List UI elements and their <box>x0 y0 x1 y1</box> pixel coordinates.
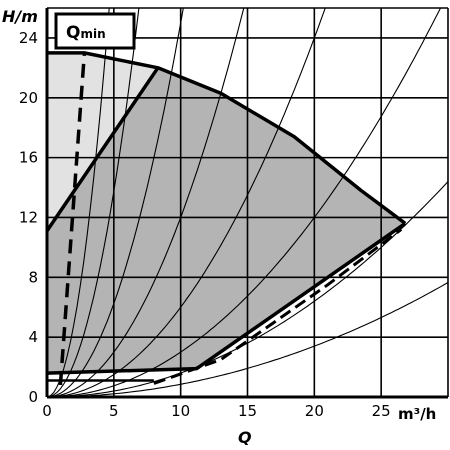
axes <box>45 8 448 399</box>
x-tick-label: 20 <box>305 402 324 420</box>
system-curve <box>46 7 326 398</box>
system-curve <box>47 7 441 398</box>
system-curve <box>47 282 449 398</box>
qmin-main: Q <box>66 23 80 43</box>
system-curves <box>46 7 449 398</box>
system-curve <box>47 181 449 398</box>
min-speed-curve <box>45 66 160 232</box>
system-curve <box>46 7 110 398</box>
x-axis-label: Q <box>238 428 252 447</box>
qmin-line <box>58 52 87 386</box>
x-tick-label: 5 <box>109 402 119 420</box>
pump-curves <box>45 51 407 386</box>
y-tick-labels: 0 4 8 12 16 20 24 <box>19 29 38 406</box>
y-axis-label: H/m <box>2 7 38 26</box>
y-tick-label: 20 <box>19 89 38 107</box>
y-tick-label: 16 <box>19 149 38 167</box>
svg-text:Qmin: Qmin <box>66 23 106 43</box>
system-curve <box>46 7 245 398</box>
operating-region-max <box>47 52 406 398</box>
y-tick-label: 12 <box>19 208 38 226</box>
qmin-annotation: Qmin <box>54 12 136 50</box>
x-axis-unit: m³/h <box>398 405 436 423</box>
x-tick-label: 25 <box>372 402 391 420</box>
dashed-boundary-curve <box>153 228 403 385</box>
x-tick-label: 10 <box>171 402 190 420</box>
y-tick-label: 24 <box>19 29 38 47</box>
y-tick-label: 0 <box>28 388 38 406</box>
x-tick-label: 15 <box>238 402 257 420</box>
y-tick-label: 8 <box>28 268 38 286</box>
y-tick-label: 4 <box>28 328 38 346</box>
x-tick-labels: 0 5 10 15 20 25 <box>42 402 390 420</box>
x-tick-label: 0 <box>42 402 52 420</box>
system-curve <box>46 7 184 398</box>
qmin-sub: min <box>80 27 105 41</box>
